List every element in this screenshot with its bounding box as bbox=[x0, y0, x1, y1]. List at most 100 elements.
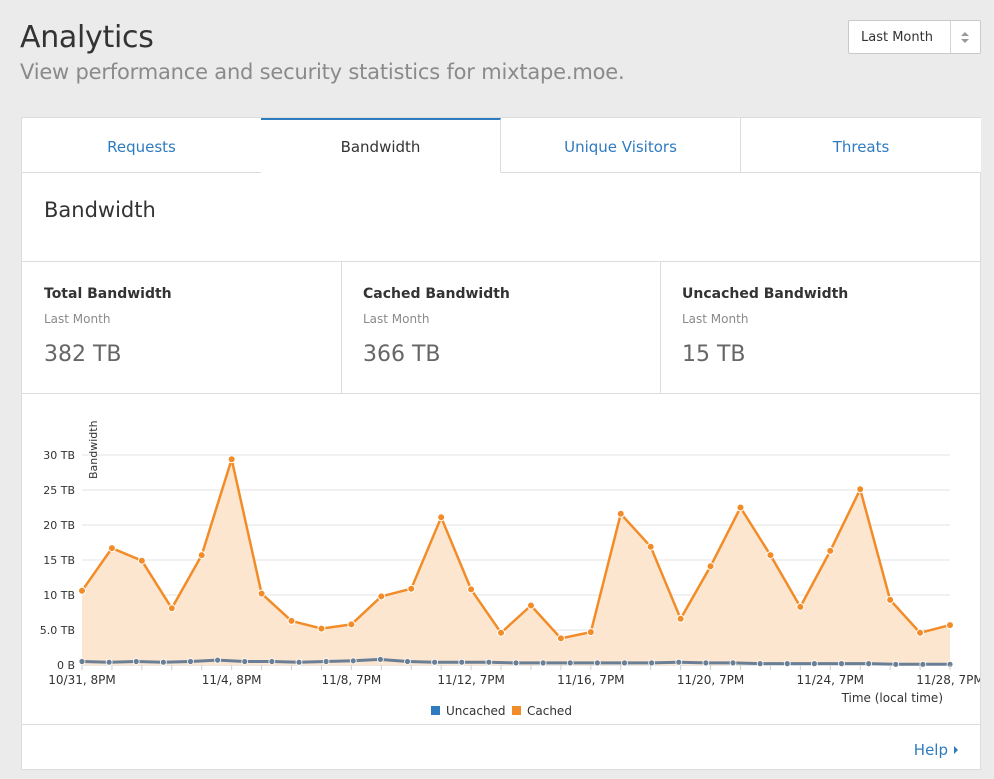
cached-point[interactable] bbox=[137, 556, 146, 565]
uncached-point[interactable] bbox=[729, 659, 737, 667]
cached-point[interactable] bbox=[377, 592, 386, 601]
cached-point[interactable] bbox=[766, 551, 775, 560]
uncached-point[interactable] bbox=[919, 660, 927, 668]
uncached-point[interactable] bbox=[892, 660, 900, 668]
help-row: Help bbox=[22, 724, 980, 769]
stat-period: Last Month bbox=[363, 312, 430, 326]
stats-row: Total Bandwidth Last Month 382 TB Cached… bbox=[22, 261, 980, 394]
legend-label-cached[interactable]: Cached bbox=[527, 704, 572, 718]
uncached-point[interactable] bbox=[105, 658, 113, 666]
uncached-point[interactable] bbox=[268, 658, 276, 665]
cached-point[interactable] bbox=[826, 546, 835, 555]
cached-point[interactable] bbox=[616, 509, 625, 518]
cached-point[interactable] bbox=[796, 602, 805, 611]
cached-point[interactable] bbox=[586, 628, 595, 637]
uncached-point[interactable] bbox=[159, 658, 167, 666]
cached-point[interactable] bbox=[287, 616, 296, 625]
stat-label: Cached Bandwidth bbox=[363, 286, 510, 302]
cached-point[interactable] bbox=[317, 624, 326, 633]
uncached-point[interactable] bbox=[241, 658, 249, 665]
tab-threats[interactable]: Threats bbox=[741, 118, 981, 173]
uncached-point[interactable] bbox=[431, 658, 439, 666]
uncached-point[interactable] bbox=[865, 660, 873, 668]
uncached-point[interactable] bbox=[838, 660, 845, 668]
x-tick-label: 11/16, 7PM bbox=[557, 673, 624, 687]
uncached-point[interactable] bbox=[376, 655, 384, 663]
help-label[interactable]: Help bbox=[913, 741, 948, 759]
cached-point[interactable] bbox=[407, 584, 416, 593]
uncached-point[interactable] bbox=[810, 660, 818, 668]
uncached-point[interactable] bbox=[214, 656, 222, 664]
cached-point[interactable] bbox=[347, 620, 356, 629]
tab-bandwidth[interactable]: Bandwidth bbox=[261, 118, 501, 173]
cached-point[interactable] bbox=[946, 621, 954, 630]
uncached-point[interactable] bbox=[349, 657, 357, 665]
uncached-point[interactable] bbox=[702, 659, 710, 667]
y-tick-label: 30 TB bbox=[43, 449, 75, 462]
legend-swatch-cached[interactable] bbox=[512, 706, 521, 715]
stat-label: Total Bandwidth bbox=[44, 286, 172, 302]
uncached-point[interactable] bbox=[566, 659, 574, 667]
select-arrows-icon bbox=[950, 21, 980, 53]
cached-point[interactable] bbox=[526, 601, 535, 610]
uncached-point[interactable] bbox=[458, 658, 466, 666]
y-tick-label: 5.0 TB bbox=[40, 624, 75, 637]
cached-point[interactable] bbox=[916, 628, 925, 637]
cached-point[interactable] bbox=[437, 513, 446, 522]
period-select[interactable]: Last Month bbox=[848, 20, 981, 54]
uncached-point[interactable] bbox=[404, 658, 411, 665]
cached-point[interactable] bbox=[107, 544, 116, 553]
uncached-point[interactable] bbox=[593, 659, 601, 667]
uncached-point[interactable] bbox=[539, 659, 547, 667]
uncached-point[interactable] bbox=[783, 660, 791, 668]
legend-label-uncached[interactable]: Uncached bbox=[446, 704, 506, 718]
y-tick-label: 10 TB bbox=[43, 589, 75, 602]
stat-period: Last Month bbox=[682, 312, 749, 326]
uncached-point[interactable] bbox=[187, 658, 194, 665]
cached-point[interactable] bbox=[736, 503, 745, 512]
stat-value: 382 TB bbox=[44, 342, 122, 367]
cached-point[interactable] bbox=[257, 589, 266, 598]
cached-point[interactable] bbox=[646, 542, 655, 551]
uncached-point[interactable] bbox=[675, 658, 683, 666]
legend-swatch-uncached[interactable] bbox=[431, 706, 440, 715]
cached-point[interactable] bbox=[78, 586, 86, 595]
stat-label: Uncached Bandwidth bbox=[682, 286, 849, 302]
page-title: Analytics bbox=[20, 20, 154, 55]
analytics-card: Requests Bandwidth Unique Visitors Threa… bbox=[21, 117, 981, 770]
uncached-point[interactable] bbox=[78, 658, 86, 665]
cached-point[interactable] bbox=[197, 551, 206, 560]
cached-point[interactable] bbox=[856, 485, 865, 494]
x-tick-label: 11/8, 7PM bbox=[321, 673, 381, 687]
cached-point[interactable] bbox=[497, 628, 506, 637]
cached-point[interactable] bbox=[167, 604, 176, 613]
x-tick-label: 11/4, 8PM bbox=[202, 673, 262, 687]
bandwidth-chart: 0 B 5.0 TB 10 TB 15 TB 20 TB 25 TB 30 TB 10/31… bbox=[22, 395, 980, 725]
cached-point[interactable] bbox=[556, 634, 565, 643]
cached-point[interactable] bbox=[467, 585, 476, 594]
tab-unique-visitors[interactable]: Unique Visitors bbox=[501, 118, 741, 173]
uncached-point[interactable] bbox=[132, 658, 140, 665]
uncached-point[interactable] bbox=[485, 658, 493, 666]
x-tick-label: 11/20, 7PM bbox=[677, 673, 744, 687]
uncached-point[interactable] bbox=[295, 658, 303, 666]
x-tick-label: 11/24, 7PM bbox=[797, 673, 864, 687]
cached-point[interactable] bbox=[676, 614, 685, 623]
cached-point[interactable] bbox=[227, 455, 236, 464]
uncached-point[interactable] bbox=[756, 660, 764, 668]
chevron-right-icon bbox=[954, 746, 958, 754]
uncached-point[interactable] bbox=[512, 659, 520, 667]
section-title: Bandwidth bbox=[44, 198, 156, 222]
stat-uncached-bandwidth: Uncached Bandwidth Last Month 15 TB bbox=[660, 262, 980, 393]
cached-point[interactable] bbox=[886, 595, 895, 604]
cached-point[interactable] bbox=[706, 562, 715, 571]
x-tick-label: 11/12, 7PM bbox=[437, 673, 504, 687]
stat-total-bandwidth: Total Bandwidth Last Month 382 TB bbox=[22, 262, 342, 393]
uncached-point[interactable] bbox=[322, 658, 330, 665]
help-link[interactable]: Help bbox=[914, 741, 958, 759]
cached-line bbox=[80, 457, 951, 640]
uncached-point[interactable] bbox=[648, 659, 656, 667]
uncached-point[interactable] bbox=[621, 659, 628, 667]
tab-requests[interactable]: Requests bbox=[22, 118, 262, 173]
stat-period: Last Month bbox=[44, 312, 111, 326]
